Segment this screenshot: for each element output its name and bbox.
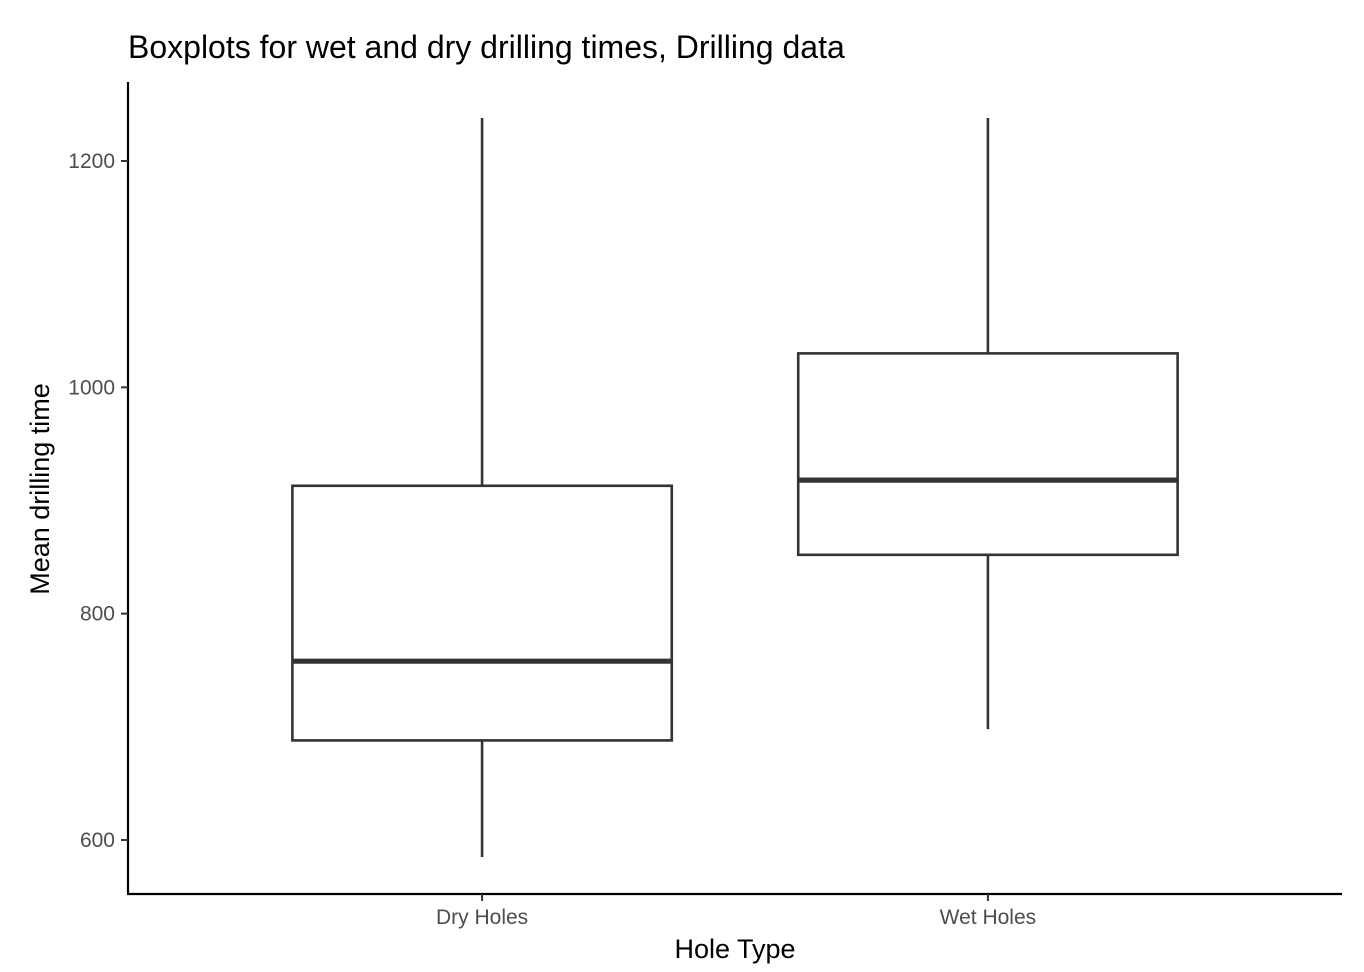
y-tick-label: 800 (80, 603, 115, 626)
chart-title: Boxplots for wet and dry drilling times,… (128, 29, 845, 65)
x-tick-label: Dry Holes (436, 906, 528, 929)
y-tick-label: 1000 (68, 376, 115, 399)
y-tick-label: 1200 (68, 150, 115, 173)
box-wet-holes (796, 352, 1179, 557)
y-tick-label: 600 (80, 829, 115, 852)
plot-area: 600 800 1000 1200 Dry Holes Wet Holes (68, 82, 1342, 929)
y-axis-title: Mean drilling time (25, 383, 55, 595)
x-axis-title: Hole Type (674, 934, 795, 964)
x-tick-label: Wet Holes (940, 906, 1036, 929)
box-dry-holes (291, 484, 674, 742)
